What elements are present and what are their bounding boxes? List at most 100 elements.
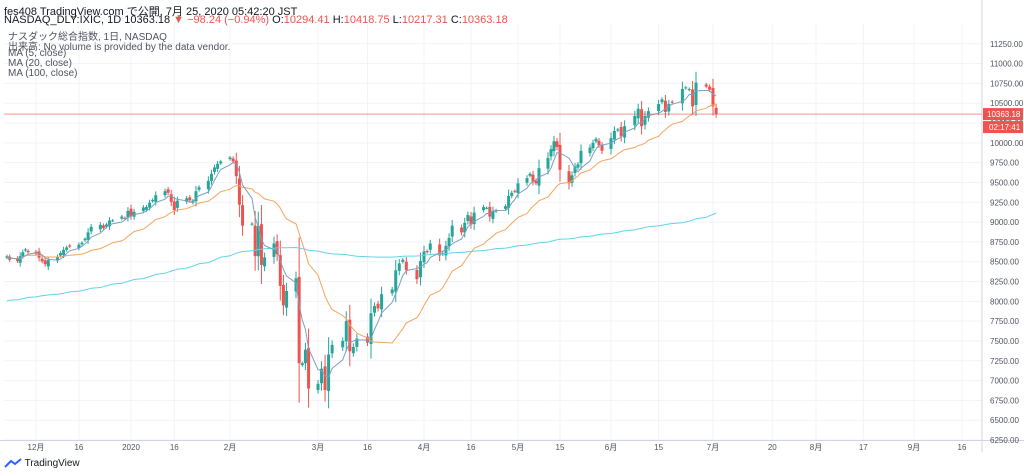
legend-ma100[interactable]: MA (100, close)	[8, 68, 78, 79]
last-price-tag	[983, 108, 1023, 121]
candle-body	[588, 147, 592, 154]
candle-body	[111, 220, 115, 222]
candle-body	[250, 223, 254, 225]
candle-body	[704, 84, 708, 87]
candle	[126, 207, 130, 222]
candle	[680, 81, 684, 111]
candle	[466, 211, 470, 225]
candle-body	[558, 144, 562, 170]
candle-body	[23, 249, 27, 251]
candle-body	[259, 224, 263, 265]
candle	[151, 198, 155, 203]
close-value: 10363.18	[461, 14, 508, 26]
candle-body	[438, 244, 442, 256]
price-tick-label: 8500.00	[990, 258, 1019, 267]
candle-body	[83, 238, 87, 241]
candle-body	[670, 101, 674, 103]
candle-body	[62, 249, 66, 255]
candle	[5, 254, 9, 260]
time-tick-label: 2020	[122, 443, 140, 452]
candle	[373, 302, 377, 317]
candle	[154, 191, 158, 206]
candle-body	[528, 173, 532, 176]
candle-body	[80, 242, 84, 245]
candle-body	[507, 195, 511, 209]
brand-name: TradingView	[24, 458, 80, 469]
candle-body	[503, 206, 507, 209]
candle	[111, 219, 115, 223]
candle	[323, 354, 327, 402]
candle	[513, 189, 517, 194]
time-tick-label: 2月	[224, 443, 236, 452]
tradingview-logo[interactable]: TradingView	[4, 458, 80, 469]
candle	[23, 247, 27, 252]
time-tick-label: 16	[467, 443, 476, 452]
time-tick-label: 5月	[512, 443, 524, 452]
candle-body	[163, 191, 167, 196]
candle	[253, 211, 257, 271]
time-tick-label: 15	[654, 443, 663, 452]
candle-body	[591, 142, 595, 149]
candle	[394, 260, 398, 303]
candle	[259, 205, 263, 285]
candle	[120, 214, 124, 221]
candle-body	[303, 349, 307, 364]
candle-body	[307, 347, 311, 389]
price-tick-label: 8750.00	[990, 238, 1019, 247]
candle-body	[570, 175, 574, 183]
price-tick-label: 9750.00	[990, 159, 1019, 168]
price-tick-label: 10000.00	[990, 139, 1024, 148]
candle	[344, 311, 348, 352]
candle-body	[576, 164, 580, 168]
candle-body	[485, 207, 489, 209]
candle-body	[144, 207, 148, 210]
candle-body	[573, 166, 577, 173]
candle	[237, 165, 241, 218]
candle	[418, 252, 422, 286]
candle	[380, 286, 384, 318]
candle-body	[37, 251, 41, 258]
candle-body	[59, 252, 63, 256]
candle	[594, 136, 598, 144]
candle-body	[256, 226, 260, 257]
candle	[576, 161, 580, 170]
open-label: O:	[272, 14, 284, 26]
candle	[404, 257, 408, 275]
countdown-label: 02:17:41	[989, 123, 1021, 132]
candle-body	[175, 200, 179, 208]
candle	[390, 286, 394, 296]
candle	[558, 132, 562, 182]
candle	[503, 204, 507, 211]
candle-body	[579, 150, 583, 164]
candle-body	[241, 205, 245, 226]
candle	[348, 304, 352, 367]
candle-body	[129, 208, 133, 216]
candle	[123, 216, 127, 220]
candle-body	[253, 225, 257, 257]
legend-ma5[interactable]: MA (5, close)	[8, 48, 67, 59]
candle-body	[394, 270, 398, 292]
candle	[316, 380, 320, 394]
candle-body	[657, 104, 661, 112]
ma5-line	[6, 89, 717, 378]
candle-body	[643, 115, 647, 125]
price-tick-label: 8250.00	[990, 278, 1019, 287]
candle-body	[141, 207, 145, 211]
candle	[351, 343, 355, 357]
ma100-line	[6, 212, 717, 302]
candle	[600, 141, 604, 155]
candle-body	[567, 171, 571, 184]
price-tick-label: 11000.00	[990, 60, 1023, 69]
candle-body	[525, 178, 529, 183]
time-tick-label: 6月	[605, 443, 617, 452]
candle	[281, 274, 285, 316]
legend-ma20[interactable]: MA (20, close)	[8, 58, 72, 69]
candle-body	[281, 284, 285, 306]
candle-body	[597, 140, 601, 146]
candle-body	[86, 232, 90, 240]
candle	[278, 240, 282, 301]
candle	[444, 240, 448, 261]
candle-body	[188, 197, 192, 201]
